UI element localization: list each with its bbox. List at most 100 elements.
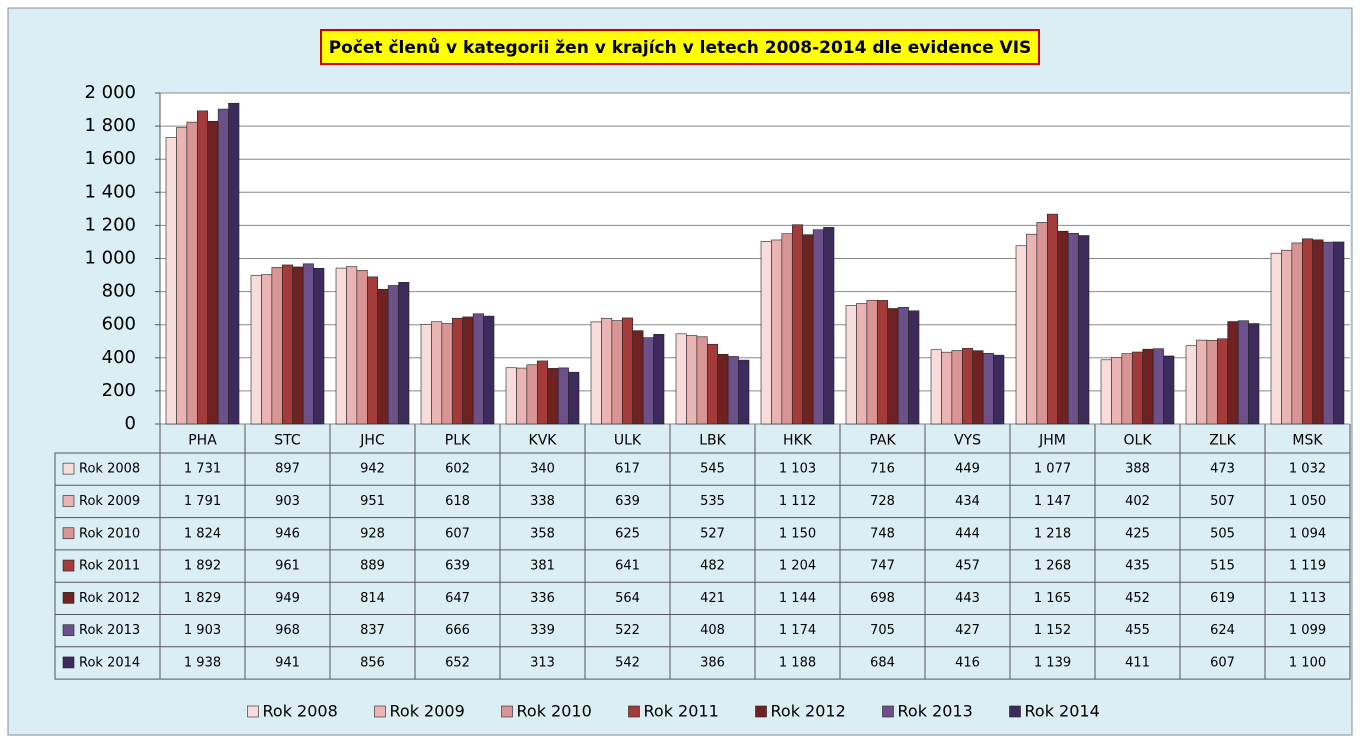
table-cell: 928	[360, 526, 385, 541]
bar	[261, 274, 273, 425]
table-cell: 1 829	[184, 591, 221, 606]
table-cell: 545	[700, 462, 725, 477]
bar	[972, 350, 984, 425]
legend-label: Rok 2008	[263, 702, 338, 721]
y-tick-label: 1 200	[84, 214, 136, 235]
table-cell: 358	[530, 526, 555, 541]
table-cell: 1 150	[779, 526, 816, 541]
bar	[1227, 321, 1239, 425]
table-cell: 411	[1125, 655, 1150, 670]
bar	[706, 343, 719, 425]
bar	[930, 349, 942, 425]
y-tick-label: 2 000	[84, 82, 136, 103]
bar	[908, 310, 920, 425]
bar	[292, 266, 304, 425]
table-cell: 455	[1125, 623, 1150, 638]
bar	[1131, 351, 1144, 425]
bar	[207, 121, 219, 425]
x-tick-label: STC	[274, 433, 301, 449]
bar	[165, 137, 177, 425]
bar	[568, 371, 580, 425]
table-cell: 639	[615, 494, 640, 509]
bar	[1036, 222, 1048, 425]
bar	[866, 299, 878, 425]
y-tick-label: 1 800	[84, 115, 136, 136]
bar	[547, 368, 559, 425]
bar	[856, 303, 868, 425]
bar	[1163, 355, 1175, 425]
table-cell: 652	[445, 655, 470, 670]
y-tick-label: 1 400	[84, 181, 136, 202]
bar	[961, 348, 974, 425]
table-cell: 684	[870, 655, 895, 670]
bar	[897, 307, 909, 425]
bar	[632, 330, 644, 425]
table-legend-key	[62, 462, 75, 475]
bar	[812, 229, 824, 425]
bar	[420, 324, 432, 425]
table-cell: 698	[870, 591, 895, 606]
x-tick-label: PHA	[188, 433, 217, 449]
table-cell: 617	[615, 462, 640, 477]
table-cell: 535	[700, 494, 725, 509]
bar	[356, 270, 368, 425]
table-cell: 705	[870, 623, 895, 638]
table-cell: 837	[360, 623, 385, 638]
bar	[228, 102, 240, 425]
table-cell: 1 094	[1289, 526, 1326, 541]
table-cell: 961	[275, 559, 300, 574]
table-cell: 941	[275, 655, 300, 670]
x-tick-label: VYS	[954, 433, 981, 449]
legend-label: Rok 2014	[1025, 702, 1100, 721]
bar	[335, 267, 347, 425]
bar	[1237, 320, 1249, 425]
bar	[642, 337, 654, 425]
x-tick-label: JHM	[1038, 433, 1066, 449]
table-row-label: Rok 2008	[79, 462, 140, 477]
chart-title: Počet členů v kategorii žen v krajích v …	[329, 36, 1032, 58]
table-cell: 386	[700, 655, 725, 670]
bar	[176, 127, 188, 425]
table-cell: 1 174	[779, 623, 816, 638]
bar	[738, 359, 750, 425]
table-cell: 473	[1210, 462, 1235, 477]
y-tick-label: 200	[102, 380, 136, 401]
bar	[196, 110, 209, 425]
table-cell: 607	[1210, 655, 1235, 670]
bar	[250, 275, 262, 425]
table-cell: 814	[360, 591, 385, 606]
table-cell: 942	[360, 462, 385, 477]
table-cell: 444	[955, 526, 980, 541]
bar	[1067, 233, 1079, 425]
bar	[993, 354, 1005, 425]
bar	[346, 266, 358, 425]
table-cell: 856	[360, 655, 385, 670]
table-cell: 889	[360, 559, 385, 574]
x-tick-label: KVK	[529, 433, 558, 449]
bar	[271, 267, 283, 425]
table-row-label: Rok 2010	[79, 526, 140, 541]
table-cell: 388	[1125, 462, 1150, 477]
table-cell: 1 100	[1289, 655, 1326, 670]
table-cell: 527	[700, 526, 725, 541]
bar	[1270, 252, 1282, 425]
bar	[313, 267, 325, 425]
x-tick-label: PLK	[445, 433, 471, 449]
bar	[186, 121, 198, 425]
bar	[696, 336, 708, 425]
table-cell: 1 791	[184, 494, 221, 509]
table-cell: 313	[530, 655, 555, 670]
bar	[536, 360, 549, 425]
bar	[483, 315, 495, 425]
bar	[1100, 359, 1112, 425]
table-cell: 728	[870, 494, 895, 509]
table-cell: 1 204	[779, 559, 816, 574]
table-cell: 381	[530, 559, 555, 574]
bar	[771, 239, 783, 425]
bar	[431, 321, 443, 425]
table-cell: 1 050	[1289, 494, 1326, 509]
table-cell: 639	[445, 559, 470, 574]
title-box	[320, 29, 1040, 65]
